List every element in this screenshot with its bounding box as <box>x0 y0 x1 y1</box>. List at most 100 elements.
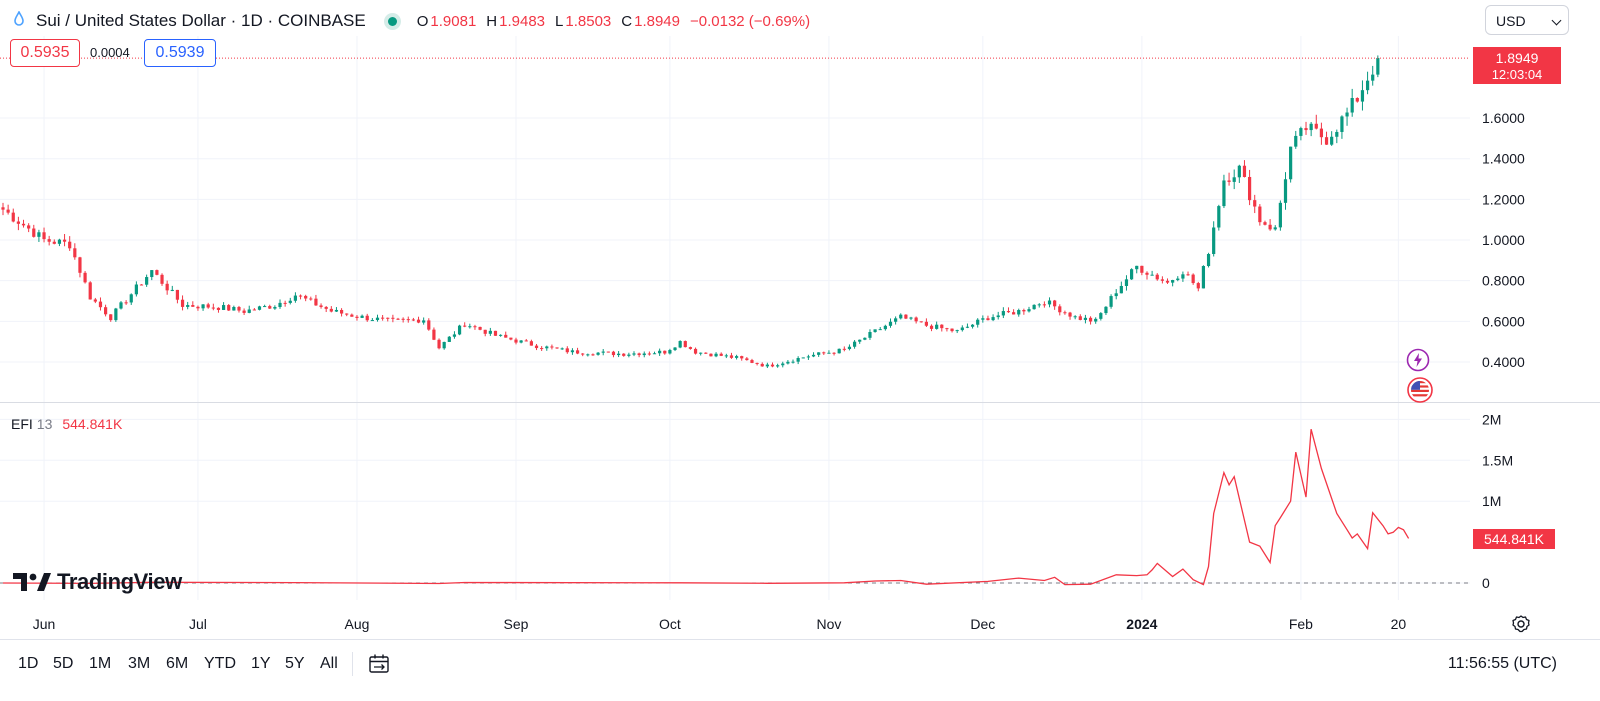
timeframe-all[interactable]: All <box>320 655 338 672</box>
candle-body <box>663 350 667 354</box>
candle-body <box>632 353 636 355</box>
candle-body <box>278 302 282 307</box>
timeframe-6m[interactable]: 6M <box>166 655 189 672</box>
candle-body <box>1130 269 1134 280</box>
candle-body <box>1212 227 1216 255</box>
candle-body <box>1206 254 1211 267</box>
candle-body <box>1094 318 1098 322</box>
candle-body <box>1201 266 1206 289</box>
candle-body <box>514 339 518 343</box>
sell-price-button[interactable]: 0.5935 <box>10 39 80 67</box>
candle-body <box>1006 311 1011 313</box>
timeframe-ytd[interactable]: YTD <box>204 655 236 672</box>
us-flag-icon[interactable] <box>1405 376 1435 404</box>
efi-line <box>2 429 1410 586</box>
candle-body <box>1360 90 1365 102</box>
candle-body <box>1335 131 1339 137</box>
efi-axis[interactable]: 2M 1.5M 1M 0 <box>1482 411 1513 591</box>
price-axis[interactable]: 1.6000 1.4000 1.2000 1.0000 0.8000 0.6000 0.40… <box>1482 110 1525 370</box>
candle-body <box>247 309 251 313</box>
candle-body <box>817 352 821 355</box>
candle-body <box>365 315 369 321</box>
candle-body <box>411 319 415 321</box>
timeframe-5y[interactable]: 5Y <box>285 655 305 672</box>
candle-body <box>293 295 298 301</box>
candle-body <box>611 351 616 356</box>
utc-clock[interactable]: 11:56:55 (UTC) <box>1447 655 1557 672</box>
candle-body <box>42 232 46 240</box>
candle-body <box>827 352 831 354</box>
candle-body <box>68 241 72 249</box>
efi-legend[interactable]: EFI 13 544.841K <box>11 416 122 432</box>
candle-body <box>1150 274 1154 276</box>
timeframe-1y[interactable]: 1Y <box>251 655 271 672</box>
candle-body <box>693 348 698 354</box>
tradingview-logo[interactable]: TradingView <box>13 569 182 595</box>
candle-body <box>924 321 928 326</box>
candle-body <box>1140 265 1144 273</box>
candle-body <box>1155 274 1159 280</box>
candle-body <box>581 353 585 355</box>
timeframe-1m[interactable]: 1M <box>89 655 112 672</box>
candle-body <box>304 295 308 299</box>
candle-body <box>1345 112 1349 117</box>
candle-body <box>150 270 154 278</box>
candle-body <box>180 299 185 307</box>
timeframe-5d[interactable]: 5D <box>53 655 74 672</box>
candle-body <box>647 353 651 355</box>
candle-body <box>406 319 410 321</box>
candle-body <box>1324 137 1329 145</box>
symbol-title[interactable]: Sui / United States Dollar · 1D · COINBA… <box>36 11 366 30</box>
candle-body <box>591 354 595 356</box>
time-axis[interactable]: Jun Jul Aug Sep Oct Nov Dec 2024 Feb 20 <box>33 616 1407 632</box>
candle-body <box>109 314 113 321</box>
open-label: O <box>416 12 429 30</box>
low-value: 1.8503 <box>565 12 612 30</box>
candle-body <box>529 341 533 346</box>
candle-body <box>914 317 918 322</box>
candle-body <box>360 315 364 318</box>
candle-body <box>324 306 328 309</box>
lightning-icon[interactable] <box>1406 348 1430 372</box>
candle-body <box>981 318 985 320</box>
currency-select[interactable]: USD <box>1485 5 1569 35</box>
candle-body <box>401 318 405 320</box>
market-open-dot-icon[interactable] <box>387 16 397 26</box>
candle-body <box>21 223 26 226</box>
price-tick-label: 1.6000 <box>1482 110 1525 126</box>
candle-body <box>1319 128 1324 138</box>
buy-price-button[interactable]: 0.5939 <box>144 39 216 67</box>
candle-body <box>391 317 395 319</box>
bar-countdown: 12:03:04 <box>1492 67 1543 82</box>
tradingview-logo-icon <box>13 573 51 591</box>
gear-icon[interactable] <box>1511 614 1531 634</box>
spread-value: 0.0004 <box>90 45 130 60</box>
candle-body <box>1181 274 1185 279</box>
candle-body <box>935 324 939 329</box>
candle-body <box>288 300 292 303</box>
candle-body <box>186 305 190 307</box>
timeframe-1d[interactable]: 1D <box>18 655 39 672</box>
efi-tick-label: 0 <box>1482 575 1490 591</box>
candle-body <box>1099 313 1103 319</box>
candle-body <box>104 307 108 315</box>
candle-body <box>442 341 446 349</box>
candle-body <box>899 314 903 319</box>
candle-body <box>904 314 908 319</box>
candle-body <box>1078 316 1082 320</box>
candle-body <box>1165 280 1170 283</box>
candle-body <box>196 306 200 309</box>
efi-tick-label: 2M <box>1482 411 1501 427</box>
candle-body <box>1012 312 1016 315</box>
calendar-range-icon[interactable] <box>367 652 391 676</box>
candle-body <box>119 302 123 309</box>
candle-body <box>1330 136 1334 145</box>
candle-body <box>437 339 441 349</box>
candle-body <box>329 308 333 312</box>
timeframe-3m[interactable]: 3M <box>128 655 151 672</box>
candle-body <box>1124 279 1129 286</box>
candle-body <box>1037 304 1041 306</box>
candle-body <box>1365 80 1370 91</box>
candle-body <box>1263 222 1267 225</box>
